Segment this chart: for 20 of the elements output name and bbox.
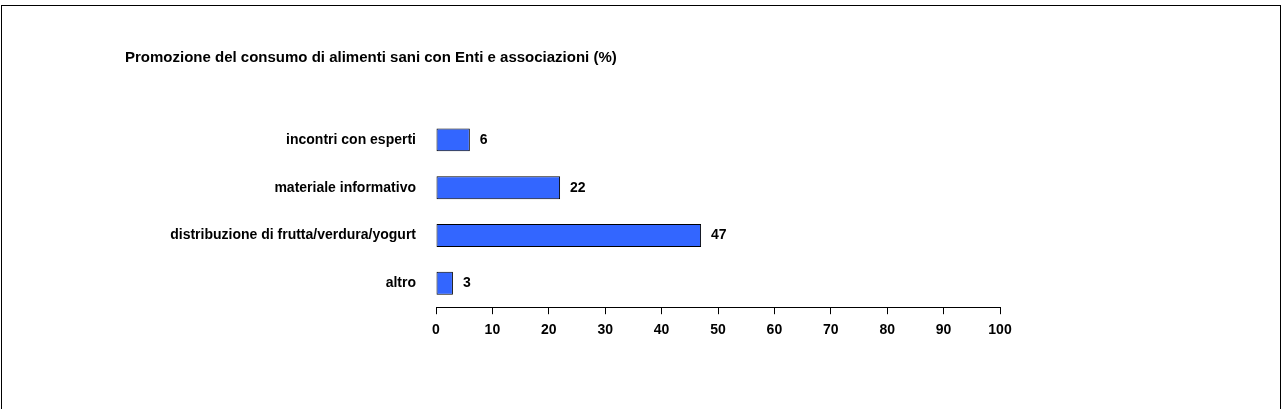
y-tick-label: altro [385,274,416,291]
data-label: 3 [462,274,471,291]
y-tick-label: materiale informativo [274,178,416,195]
x-tick-label: 50 [710,321,726,338]
x-tick-label: 60 [766,321,783,338]
x-tick-label: 20 [541,321,557,338]
x-tick-label: 10 [484,321,501,338]
x-tick-label: 70 [823,321,839,338]
x-tick-label: 0 [432,321,441,338]
data-label: 47 [711,226,727,243]
x-tick-label: 40 [653,321,670,338]
x-tick-label: 90 [935,321,952,338]
x-tick-label: 30 [597,321,614,338]
y-tick-label: incontri con esperti [286,130,416,147]
chart-title: Promozione del consumo di alimenti sani con Enti e associazioni (%) [125,48,617,65]
x-tick-label: 80 [879,321,896,338]
x-tick-label: 100 [988,321,1012,338]
y-tick-label: distribuzione di frutta/verdura/yogurt [170,226,417,243]
data-label: 22 [570,178,586,195]
data-label: 6 [479,130,488,147]
